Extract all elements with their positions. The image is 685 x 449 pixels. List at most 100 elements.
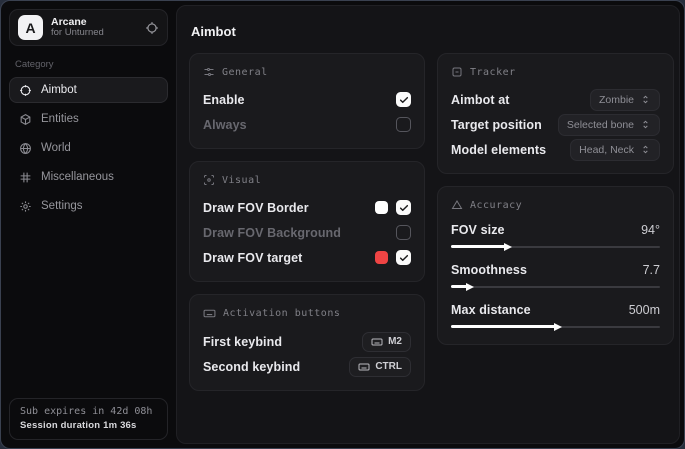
sliders-icon [203, 66, 215, 78]
main-panel: Aimbot General Enable [176, 5, 680, 444]
sidebar-item-label: Aimbot [41, 84, 77, 96]
brand-name: Arcane [51, 16, 87, 28]
first-keybind-button[interactable]: M2 [362, 331, 411, 352]
setting-row-target-position: Target position Selected bone [451, 112, 660, 137]
grid-icon [19, 171, 32, 184]
max-distance-slider[interactable] [451, 322, 660, 331]
card-accuracy-header: Accuracy [451, 199, 660, 211]
keybind-value: CTRL [375, 361, 402, 372]
brand-text: Arcane for Unturned [51, 16, 137, 39]
scan-eye-icon [203, 174, 215, 186]
setting-row-fov-size: FOV size 94° [451, 220, 660, 251]
column-left: General Enable Always [189, 53, 425, 391]
card-general-header: General [203, 66, 411, 78]
sub-expires-text: Sub expires in 42d 08h [20, 406, 153, 417]
sidebar-item-label: World [41, 142, 71, 154]
slider-thumb[interactable] [465, 282, 474, 291]
entities-icon [19, 113, 32, 126]
brand-logo: A [18, 15, 43, 40]
keybind-value: M2 [388, 336, 402, 347]
setting-row-fov-target: Draw FOV target [203, 245, 411, 270]
sidebar-item-label: Settings [41, 200, 83, 212]
card-general: General Enable Always [189, 53, 425, 149]
card-title: Visual [222, 174, 262, 186]
setting-label: Draw FOV target [203, 250, 303, 265]
keyboard-icon [358, 361, 370, 373]
slider-fill [451, 245, 507, 248]
enable-checkbox[interactable] [396, 92, 411, 107]
setting-label: Draw FOV Background [203, 225, 342, 240]
setting-row-aimbot-at: Aimbot at Zombie [451, 87, 660, 112]
setting-row-enable: Enable [203, 87, 411, 112]
always-checkbox[interactable] [396, 117, 411, 132]
model-elements-dropdown[interactable]: Head, Neck [570, 138, 660, 161]
slider-thumb[interactable] [553, 322, 562, 331]
keyboard-icon [371, 336, 383, 348]
card-title: Accuracy [470, 199, 523, 211]
setting-label: Always [203, 117, 247, 132]
setting-row-second-keybind: Second keybind CTRL [203, 354, 411, 379]
focus-icon [451, 66, 463, 78]
sidebar-item-settings[interactable]: Settings [9, 193, 168, 219]
card-title: Tracker [470, 66, 516, 78]
card-title: General [222, 66, 268, 78]
sidebar: A Arcane for Unturned Category Aimbot [1, 1, 176, 448]
crosshair-icon [19, 84, 32, 97]
globe-icon [19, 142, 32, 155]
setting-label: Draw FOV Border [203, 200, 309, 215]
category-label: Category [15, 59, 54, 70]
session-duration-text: Session duration 1m 36s [20, 420, 137, 431]
keyboard-icon [203, 307, 216, 320]
card-visual-header: Visual [203, 174, 411, 186]
sidebar-spacer [9, 219, 168, 398]
setting-label: FOV size [451, 223, 505, 237]
content-columns: General Enable Always [189, 53, 674, 391]
setting-row-always: Always [203, 112, 411, 137]
dropdown-value: Zombie [598, 93, 634, 106]
sidebar-item-label: Entities [41, 113, 79, 125]
dropdown-value: Selected bone [566, 118, 634, 131]
sidebar-item-miscellaneous[interactable]: Miscellaneous [9, 164, 168, 190]
page-title: Aimbot [191, 24, 236, 39]
fov-target-checkbox[interactable] [396, 250, 411, 265]
target-position-dropdown[interactable]: Selected bone [557, 113, 660, 136]
brand-card: A Arcane for Unturned [9, 9, 168, 46]
smoothness-value: 7.7 [642, 263, 660, 277]
smoothness-slider[interactable] [451, 282, 660, 291]
triangle-icon [451, 199, 463, 211]
sidebar-item-aimbot[interactable]: Aimbot [9, 77, 168, 103]
setting-row-smoothness: Smoothness 7.7 [451, 260, 660, 291]
crosshair-settings-icon[interactable] [145, 21, 159, 35]
setting-label: Second keybind [203, 359, 301, 374]
slider-thumb[interactable] [504, 242, 513, 251]
setting-row-max-distance: Max distance 500m [451, 300, 660, 331]
setting-label: Model elements [451, 142, 547, 157]
setting-row-model-elements: Model elements Head, Neck [451, 137, 660, 162]
card-tracker: Tracker Aimbot at Zombie Target position [437, 53, 674, 174]
sidebar-item-entities[interactable]: Entities [9, 106, 168, 132]
card-activation-header: Activation buttons [203, 307, 411, 320]
fov-border-checkbox[interactable] [396, 200, 411, 215]
card-accuracy: Accuracy FOV size 94° [437, 186, 674, 345]
sidebar-nav: Aimbot Entities World Miscellaneous [9, 77, 168, 219]
fov-size-value: 94° [641, 223, 660, 237]
max-distance-value: 500m [628, 303, 660, 317]
brand-subtitle: for Unturned [51, 27, 104, 39]
second-keybind-button[interactable]: CTRL [349, 356, 411, 377]
gear-icon [19, 200, 32, 213]
chevrons-up-down-icon [640, 144, 651, 155]
card-tracker-header: Tracker [451, 66, 660, 78]
card-activation-buttons: Activation buttons First keybind M2 Seco… [189, 294, 425, 391]
setting-label: Aimbot at [451, 92, 510, 107]
color-swatch-white[interactable] [375, 201, 388, 214]
setting-row-fov-border: Draw FOV Border [203, 195, 411, 220]
sidebar-item-world[interactable]: World [9, 135, 168, 161]
slider-fill [451, 285, 468, 288]
color-swatch-red[interactable] [375, 251, 388, 264]
setting-row-first-keybind: First keybind M2 [203, 329, 411, 354]
fov-size-slider[interactable] [451, 242, 660, 251]
chevrons-up-down-icon [640, 119, 651, 130]
aimbot-at-dropdown[interactable]: Zombie [589, 88, 660, 111]
fov-background-checkbox[interactable] [396, 225, 411, 240]
